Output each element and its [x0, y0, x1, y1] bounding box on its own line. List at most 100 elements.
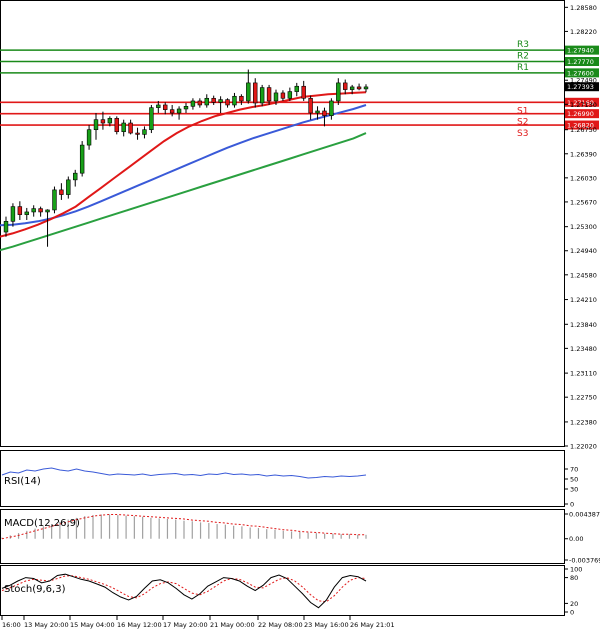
- candle-body: [73, 172, 78, 181]
- candle-body: [156, 104, 161, 108]
- candle-body: [273, 92, 279, 102]
- rsi-plot: [1, 467, 367, 479]
- candle-body: [183, 106, 189, 110]
- candle-body: [301, 85, 306, 99]
- price-panel-frame: [0, 0, 565, 447]
- stoch-main-line: [1, 573, 367, 609]
- candle-body: [24, 211, 29, 215]
- candle-body: [266, 87, 272, 102]
- candle-body: [280, 92, 286, 99]
- candle-body: [149, 107, 154, 131]
- candle-body: [336, 82, 341, 102]
- level-price-tag-r1: [565, 68, 599, 78]
- candle-body: [349, 86, 355, 90]
- current-price-label: 1.27393: [567, 83, 594, 91]
- level-price-label-s3: 1.26820: [567, 122, 594, 130]
- stoch-plot: [1, 573, 367, 609]
- macd-label: MACD(12,26,9): [4, 518, 80, 529]
- candle-body: [294, 85, 299, 92]
- candle-body: [253, 82, 258, 104]
- candle-body: [190, 100, 196, 107]
- price-axis: 1.28580 1.28220 1.27490 1.27130 1.26750 1.263…: [564, 4, 597, 451]
- rsi-tick-label: 70: [570, 466, 578, 474]
- level-price-label-s1: 1.27160: [567, 99, 594, 107]
- time-tick-label: 13 May 20:00: [24, 621, 69, 629]
- candle-body: [128, 122, 133, 134]
- level-price-label-r1: 1.27600: [567, 69, 594, 77]
- price-tick-label: 1.22020: [570, 443, 597, 451]
- candle-body: [315, 110, 320, 114]
- price-tick-label: 1.24210: [570, 296, 597, 304]
- price-tick-label: 1.22750: [570, 394, 597, 402]
- candle-body: [93, 119, 99, 131]
- time-tick-label: 22 May 08:00: [258, 621, 303, 629]
- price-tick-label: 1.26030: [570, 174, 597, 182]
- candle-body: [10, 206, 16, 222]
- candle-body: [204, 97, 209, 106]
- price-tick-label: 1.25300: [570, 223, 597, 231]
- level-price-tag-s1: [565, 97, 599, 107]
- level-price-label-r2: 1.27770: [567, 58, 594, 66]
- candle-body: [259, 87, 265, 104]
- time-tick-label: 17 May 20:00: [163, 621, 208, 629]
- candle-body: [121, 122, 126, 133]
- candle-body: [169, 109, 175, 114]
- level-name-r1: R1: [517, 63, 529, 73]
- candle-body: [31, 208, 36, 213]
- rsi-panel-frame: [0, 450, 565, 507]
- macd-panel-frame: [0, 509, 565, 564]
- candle-body: [45, 209, 50, 213]
- price-tick-label: 1.27130: [570, 101, 597, 109]
- price-tick-label: 1.23840: [570, 321, 597, 329]
- stoch-tick-label: 80: [570, 574, 578, 582]
- candle-body: [287, 91, 293, 99]
- price-tick-label: 1.23480: [570, 345, 597, 353]
- rsi-label: RSI(14): [4, 476, 41, 487]
- stoch-tick-label: 0: [570, 609, 574, 617]
- macd-tick-label: 0.004387: [569, 511, 600, 519]
- macd-panel: MACD(12,26,9) 0.004387 0.00 -0.003769: [0, 509, 600, 565]
- rsi-tick-label: 30: [570, 486, 578, 494]
- candle-body: [3, 221, 9, 233]
- time-tick-label: 26 May 21:01: [350, 621, 395, 629]
- sma-green-line: [0, 132, 367, 252]
- price-tick-label: 1.24580: [570, 271, 597, 279]
- support-resistance-levels: R3 1.27940 R2 1.27770 R1 1.27600 S1 1.27160 S2 1.…: [0, 40, 599, 139]
- price-tick-label: 1.23110: [570, 370, 597, 378]
- level-name-r3: R3: [517, 40, 529, 50]
- candle-body: [142, 129, 147, 135]
- macd-tick-label: -0.003769: [569, 557, 600, 565]
- candle-body: [17, 206, 23, 215]
- candle-body: [239, 95, 244, 102]
- price-tick-label: 1.27490: [570, 77, 597, 85]
- price-tick-label: 1.25670: [570, 198, 597, 206]
- candle-body: [218, 99, 223, 103]
- level-price-tag-r3: [565, 45, 599, 55]
- candle-body: [356, 86, 362, 90]
- level-price-label-r3: 1.27940: [567, 47, 594, 55]
- price-tick-label: 1.28580: [570, 4, 597, 12]
- candle-body: [211, 97, 216, 103]
- macd-axis: 0.004387 0.00 -0.003769: [564, 511, 600, 565]
- candle-body: [232, 95, 237, 106]
- candle-body: [114, 118, 119, 133]
- candle-body: [246, 82, 251, 102]
- level-price-tag-r2: [565, 57, 599, 67]
- candle-body: [343, 82, 348, 90]
- candle-body: [308, 97, 313, 114]
- candle-body: [163, 104, 168, 110]
- level-name-r2: R2: [517, 52, 529, 62]
- level-name-s2: S2: [517, 118, 528, 128]
- stoch-panel-frame: [0, 565, 565, 616]
- price-tick-label: 1.22380: [570, 418, 597, 426]
- macd-signal-line: [1, 514, 366, 540]
- time-axis: 16:00 13 May 20:00 15 May 04:00 16 May 12:0…: [1, 616, 395, 629]
- candle-body: [135, 132, 140, 135]
- rsi-panel: RSI(14) 70 50 30 0: [0, 450, 578, 509]
- level-name-s3: S3: [517, 129, 528, 139]
- candlesticks: [3, 69, 369, 247]
- time-tick-label: 16:00: [2, 621, 21, 629]
